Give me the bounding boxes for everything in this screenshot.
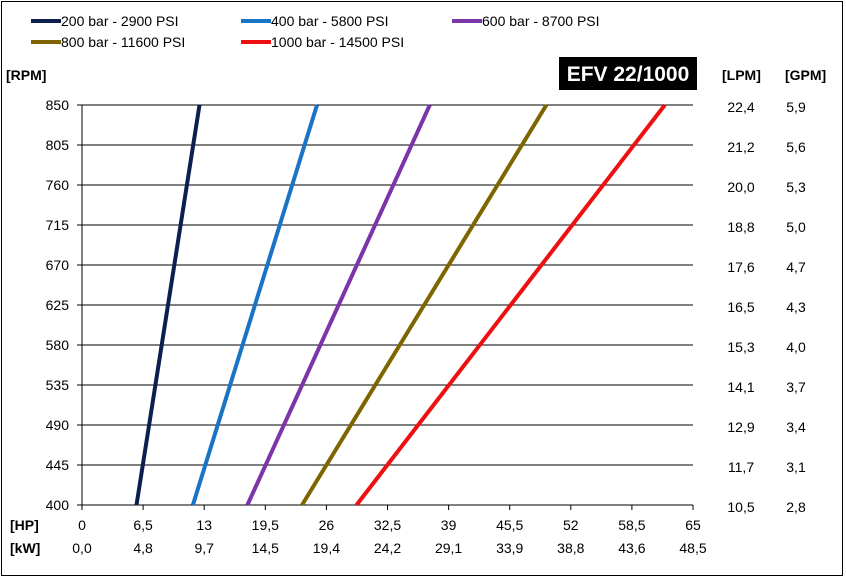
title-badge [559, 57, 697, 90]
lpm-tick-label: 14,1 [727, 379, 754, 395]
lpm-unit-label: [LPM] [722, 67, 761, 83]
gridlines [82, 104, 693, 506]
legend: 200 bar - 2900 PSI 400 bar - 5800 PSI 600 … [31, 13, 600, 50]
hp-tick-label: 6,5 [133, 517, 153, 533]
lpm-tick-label: 17,6 [727, 259, 754, 275]
kw-tick-label: 38,8 [557, 540, 584, 556]
series-line [354, 103, 667, 507]
y-tick-label: 580 [46, 337, 70, 353]
gpm-tick-label: 5,6 [786, 139, 806, 155]
gpm-tick-label: 5,0 [786, 219, 806, 235]
series-lines [134, 103, 667, 507]
gpm-tick-label: 5,3 [786, 179, 806, 195]
gpm-tick-label: 4,3 [786, 299, 806, 315]
hp-tick-label: 32,5 [374, 517, 401, 533]
series-line [300, 103, 549, 507]
lpm-tick-label: 20,0 [727, 179, 754, 195]
series-line [245, 104, 432, 506]
gpm-tick-label: 4,7 [786, 259, 806, 275]
lpm-tick-label: 22,4 [727, 99, 754, 115]
gpm-tick-label: 4,0 [786, 339, 806, 355]
gpm-tick-label: 2,8 [786, 499, 806, 515]
y-tick-label: 670 [46, 257, 70, 273]
kw-tick-label: 33,9 [496, 540, 523, 556]
hp-tick-label: 19,5 [252, 517, 279, 533]
y-tick-label: 490 [46, 417, 70, 433]
kw-tick-label: 19,4 [313, 540, 340, 556]
legend-label: 600 bar - 8700 PSI [482, 13, 600, 29]
hp-tick-label: 0 [78, 517, 86, 533]
y-tick-label: 715 [46, 217, 70, 233]
kw-tick-label: 9,7 [194, 540, 214, 556]
kw-tick-label: 43,6 [618, 540, 645, 556]
y-tick-label: 805 [46, 137, 70, 153]
lpm-tick-label: 15,3 [727, 339, 754, 355]
chart-title: EFV 22/1000 [567, 63, 690, 86]
kw-tick-label: 29,1 [435, 540, 462, 556]
lpm-tick-label: 11,7 [728, 459, 754, 475]
x-axis [81, 504, 694, 510]
kw-tick-label: 48,5 [679, 540, 706, 556]
y-tick-label: 625 [46, 297, 70, 313]
gpm-unit-label: [GPM] [785, 67, 826, 83]
axis-tick-labels: 850 22,4 5,9 805 21,2 5,6 760 20,0 5,3 715 18,8 5,0… [46, 97, 806, 556]
lpm-tick-label: 21,2 [727, 139, 754, 155]
hp-unit-label: [HP] [10, 517, 39, 533]
legend-label: 400 bar - 5800 PSI [271, 13, 389, 29]
hp-tick-label: 65 [685, 517, 701, 533]
y-axis-unit-label: [RPM] [6, 67, 46, 83]
kw-tick-label: 4,8 [133, 540, 153, 556]
gpm-tick-label: 3,1 [786, 459, 806, 475]
lpm-tick-label: 10,5 [727, 499, 754, 515]
hp-tick-label: 39 [441, 517, 457, 533]
hp-tick-label: 52 [563, 517, 579, 533]
y-tick-label: 850 [46, 97, 70, 113]
series-line [190, 104, 319, 506]
kw-tick-label: 24,2 [374, 540, 401, 556]
y-tick-label: 445 [46, 457, 70, 473]
legend-label: 1000 bar - 14500 PSI [271, 34, 404, 50]
legend-label: 200 bar - 2900 PSI [61, 13, 179, 29]
lpm-tick-label: 16,5 [727, 299, 754, 315]
hp-tick-label: 13 [196, 517, 212, 533]
y-axis [77, 104, 83, 506]
kw-tick-label: 14,5 [252, 540, 279, 556]
y-tick-label: 760 [46, 177, 70, 193]
gpm-tick-label: 3,7 [786, 379, 806, 395]
lpm-tick-label: 18,8 [727, 219, 754, 235]
gpm-tick-label: 5,9 [786, 99, 806, 115]
y-tick-label: 535 [46, 377, 70, 393]
gpm-tick-label: 3,4 [786, 419, 806, 435]
hp-tick-label: 26 [319, 517, 335, 533]
y-tick-label: 400 [46, 497, 70, 513]
kw-unit-label: [kW] [10, 540, 40, 556]
kw-tick-label: 0,0 [72, 540, 92, 556]
legend-label: 800 bar - 11600 PSI [61, 34, 185, 50]
hp-tick-label: 58,5 [618, 517, 645, 533]
series-line [134, 104, 202, 506]
hp-tick-label: 45,5 [496, 517, 523, 533]
lpm-tick-label: 12,9 [727, 419, 754, 435]
